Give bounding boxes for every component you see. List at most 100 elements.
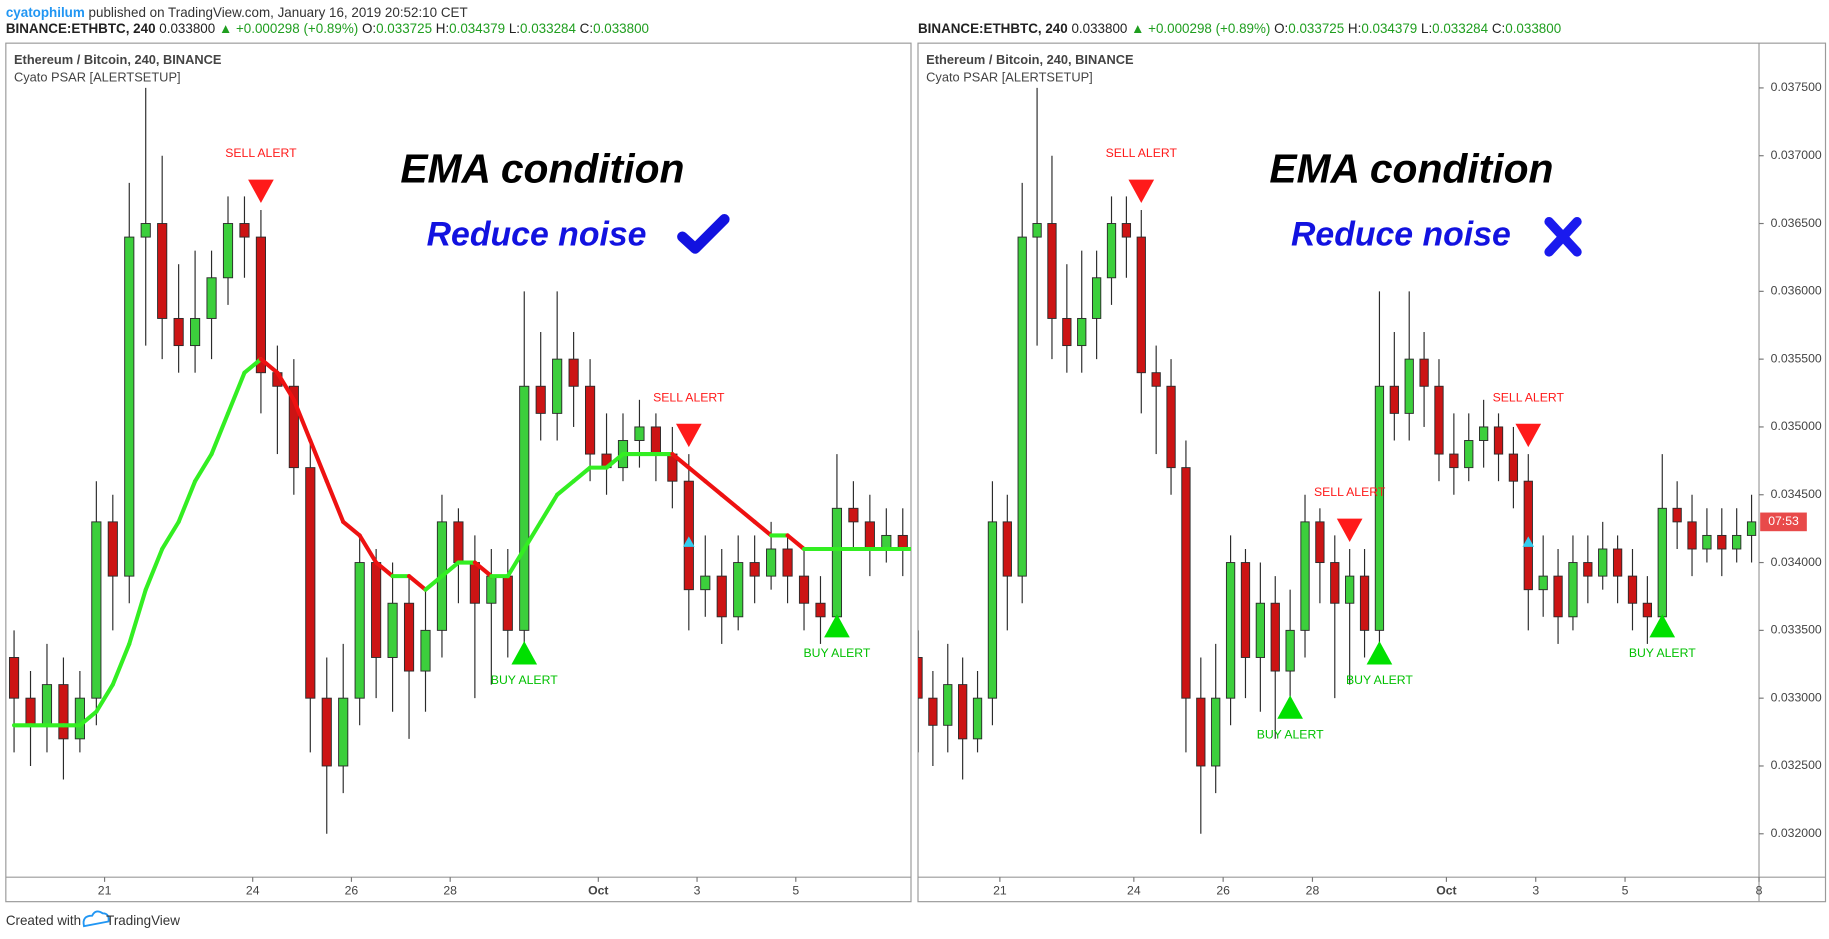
candle-body: [486, 575, 497, 604]
sell-marker: [1336, 518, 1363, 542]
candle-body: [1270, 602, 1280, 672]
ema-segment: [423, 574, 445, 592]
ema-segment: [77, 709, 99, 728]
candle-body: [107, 521, 118, 577]
ema-segment: [143, 546, 165, 592]
candle-body: [1211, 697, 1221, 767]
candle-body: [987, 521, 998, 699]
candle-body: [943, 684, 953, 726]
x-tick-label: Oct: [1436, 883, 1456, 897]
x-tick-label: 3: [694, 883, 701, 897]
candle-body: [1657, 507, 1667, 618]
plot-area: SELL ALERT BUY ALERT SELL ALERT BUY ALERT SE…: [917, 87, 1757, 834]
candle-body: [848, 507, 859, 523]
ohlc-key: C:: [580, 21, 593, 36]
x-tick-label: Oct: [588, 883, 608, 897]
sell-marker: [1515, 423, 1542, 448]
signal-marker: [682, 536, 695, 547]
candle-body: [1077, 317, 1087, 347]
candle-body: [1389, 385, 1399, 414]
ohlc-value: 0.034379: [1361, 21, 1417, 36]
x-tick-label: 21: [993, 883, 1007, 897]
annotation-note: Reduce noise: [427, 216, 647, 254]
ohlc-key: H:: [436, 21, 449, 36]
candle-body: [716, 575, 727, 618]
ema-segment: [703, 479, 724, 497]
ohlc-key: O:: [362, 21, 376, 36]
y-tick-label: 0.035000: [1771, 419, 1822, 433]
candle-body: [519, 385, 530, 631]
candle-body: [453, 521, 464, 564]
x-tick-label: 5: [1622, 883, 1629, 897]
ema-segment: [538, 492, 560, 524]
ema-segment: [670, 452, 691, 470]
published: published on TradingView.com, January 16…: [89, 4, 468, 19]
candle-body: [157, 223, 168, 319]
sell-label: SELL ALERT: [225, 146, 297, 160]
candle-body: [338, 697, 349, 767]
candle-body: [928, 697, 938, 726]
symbol-legend: BINANCE:ETHBTC, 240 0.033800 ▲ +0.000298…: [918, 21, 1561, 36]
candle-body: [1464, 440, 1474, 469]
candle-body: [1449, 453, 1459, 469]
ema-segment: [275, 370, 296, 402]
candle-body: [124, 236, 135, 577]
candle-body: [1493, 426, 1504, 455]
sell-label: SELL ALERT: [1106, 146, 1178, 160]
x-tick-label: 28: [443, 883, 457, 897]
brand[interactable]: TradingView: [106, 913, 180, 928]
x-tick-label: 21: [98, 883, 112, 897]
candle-body: [305, 467, 316, 699]
ohlc-key: O:: [1274, 21, 1288, 36]
symbol: BINANCE:ETHBTC, 240: [918, 21, 1068, 36]
price-tag-label: 07:53: [1768, 514, 1799, 528]
y-tick-label: 0.033500: [1771, 623, 1822, 637]
candle-body: [206, 277, 217, 319]
candle-body: [74, 697, 85, 740]
candle-body: [634, 426, 645, 441]
buy-label: BUY ALERT: [491, 673, 558, 687]
panel-title: Ethereum / Bitcoin, 240, BINANCE: [14, 52, 222, 67]
y-tick-label: 0.032500: [1771, 758, 1822, 772]
candle-body: [91, 521, 102, 699]
indicator-name: Cyato PSAR [ALERTSETUP]: [14, 70, 181, 85]
candle-body: [1687, 521, 1697, 550]
candle-body: [683, 480, 694, 591]
author[interactable]: cyatophilum: [6, 4, 85, 19]
candle-body: [140, 223, 151, 238]
candle-body: [1181, 467, 1191, 699]
candle-body: [1196, 697, 1206, 767]
chart-panel: 21 24 26 28 Oct 3 5 Ethereum / Bitcoin, 240, BI…: [5, 42, 912, 903]
candle-body: [798, 575, 810, 604]
x-tick-label: 8: [1756, 883, 1763, 897]
candle-body: [387, 602, 398, 658]
price-tag: [1760, 512, 1807, 532]
candle-body: [371, 562, 382, 658]
y-tick-label: 0.037500: [1771, 80, 1822, 94]
candle-body: [864, 521, 875, 550]
panel-frame: [917, 42, 1827, 903]
ohlc-value: 0.033800: [1505, 21, 1561, 36]
candle-body: [354, 562, 365, 699]
candle-body: [1419, 358, 1429, 387]
candle-body: [1032, 223, 1042, 238]
ema-segment: [160, 519, 181, 552]
ema-segment: [407, 574, 428, 592]
candle-body: [1746, 521, 1757, 536]
candle-body: [1315, 521, 1325, 564]
candle-body: [917, 657, 923, 699]
candle-body: [288, 385, 299, 469]
buy-label: BUY ALERT: [804, 646, 871, 660]
brand-logo: [82, 910, 110, 928]
candle-body: [1151, 372, 1161, 387]
ema-segment: [522, 519, 543, 552]
panels: 21 24 26 28 Oct 3 5 Ethereum / Bitcoin, 240, BI…: [5, 42, 1827, 903]
candle-body: [1047, 223, 1057, 319]
change: +0.000298 (+0.89%): [236, 21, 358, 36]
ema-segment: [374, 560, 395, 579]
candle-body: [1240, 562, 1251, 658]
ohlc-value: 0.033800: [593, 21, 649, 36]
candle-body: [1121, 223, 1132, 238]
y-tick-label: 0.036500: [1771, 216, 1822, 230]
ema-segment: [736, 506, 757, 524]
